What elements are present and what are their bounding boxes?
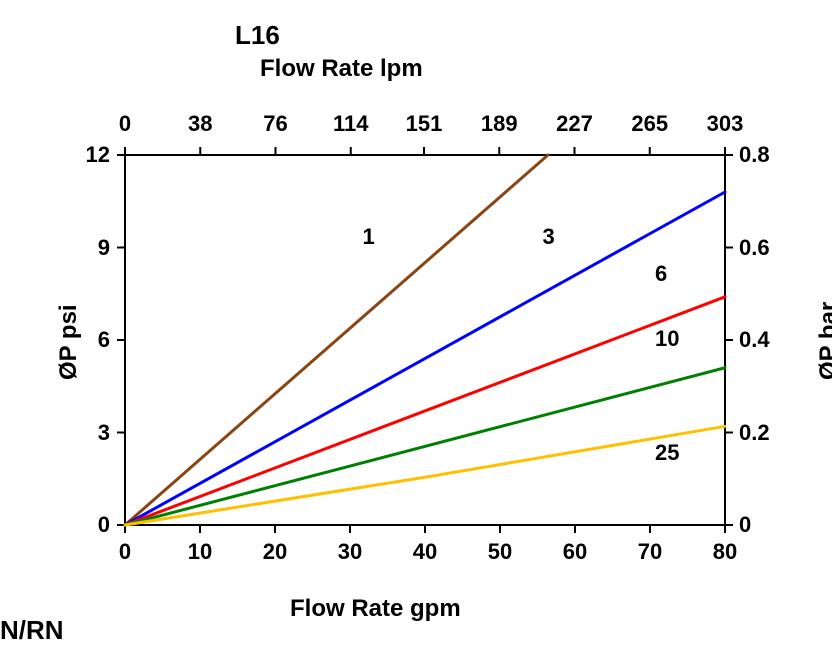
series-label-1: 1 — [363, 224, 375, 250]
series-label-10: 10 — [655, 326, 679, 352]
xb-tick-80: 80 — [700, 539, 750, 565]
series-label-25: 25 — [655, 440, 679, 466]
xt-tick-38: 38 — [170, 111, 230, 137]
corner-text: N/RN — [0, 615, 64, 646]
bottom-axis-title: Flow Rate gpm — [290, 595, 461, 623]
series-label-3: 3 — [543, 224, 555, 250]
xb-tick-70: 70 — [625, 539, 675, 565]
yr-tick-0.2: 0.2 — [739, 420, 789, 446]
xb-tick-50: 50 — [475, 539, 525, 565]
xb-tick-30: 30 — [325, 539, 375, 565]
yl-tick-9: 9 — [65, 235, 110, 261]
series-label-6: 6 — [655, 261, 667, 287]
yl-tick-6: 6 — [65, 327, 110, 353]
series-line-6 — [125, 297, 725, 525]
top-axis-title: Flow Rate lpm — [260, 55, 423, 83]
xt-tick-265: 265 — [620, 111, 680, 137]
xt-tick-227: 227 — [545, 111, 605, 137]
xt-tick-189: 189 — [469, 111, 529, 137]
yr-tick-0: 0 — [739, 512, 789, 538]
yl-tick-0: 0 — [65, 512, 110, 538]
xb-tick-0: 0 — [100, 539, 150, 565]
yl-tick-3: 3 — [65, 420, 110, 446]
chart-canvas: L16Flow Rate lpmFlow Rate gpmØP psiØP ba… — [0, 0, 832, 650]
xb-tick-40: 40 — [400, 539, 450, 565]
right-axis-title: ØP bar — [815, 302, 832, 380]
xt-tick-76: 76 — [245, 111, 305, 137]
series-line-3 — [125, 192, 725, 525]
yr-tick-0.4: 0.4 — [739, 327, 789, 353]
yl-tick-12: 12 — [65, 142, 110, 168]
xb-tick-20: 20 — [250, 539, 300, 565]
xt-tick-0: 0 — [95, 111, 155, 137]
yr-tick-0.6: 0.6 — [739, 235, 789, 261]
xb-tick-10: 10 — [175, 539, 225, 565]
xt-tick-151: 151 — [394, 111, 454, 137]
xt-tick-114: 114 — [321, 111, 381, 137]
xb-tick-60: 60 — [550, 539, 600, 565]
xt-tick-303: 303 — [695, 111, 755, 137]
yr-tick-0.8: 0.8 — [739, 142, 789, 168]
chart-title: L16 — [235, 20, 280, 51]
